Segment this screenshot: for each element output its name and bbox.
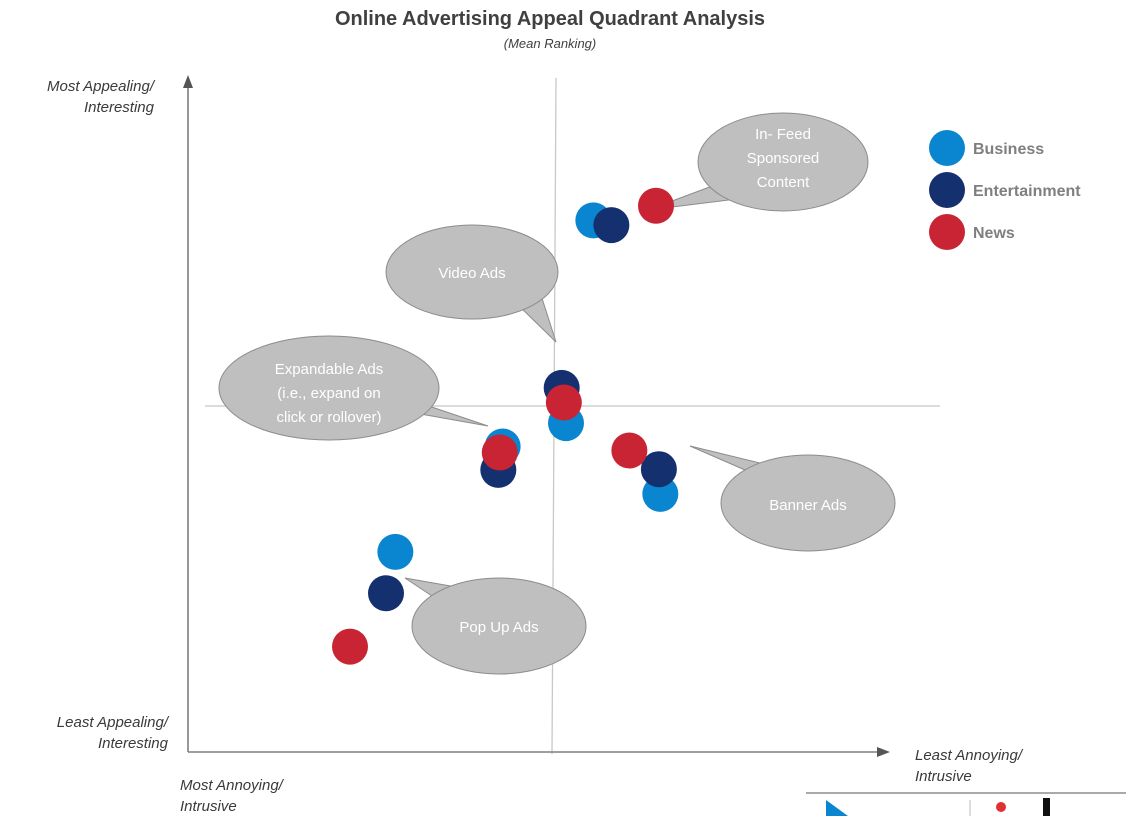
callout-fill <box>722 456 894 550</box>
callout-bubble: Banner Ads <box>689 445 896 552</box>
y-axis-arrow <box>183 75 193 88</box>
point-news <box>611 432 648 469</box>
callout-bubble: Video Ads <box>385 224 559 343</box>
point-entertainment <box>593 207 630 244</box>
callout-bubble: Pop Up Ads <box>404 577 587 675</box>
logo-triangle-icon <box>826 800 848 816</box>
legend: Business Entertainment News <box>929 130 1081 250</box>
x-axis-left-label: Most Annoying/Intrusive <box>180 777 285 815</box>
point-news <box>332 628 368 665</box>
callout-label: Expandable Ads (i.e., expand on click or r… <box>275 361 383 426</box>
x-axis-arrow <box>877 747 890 757</box>
point-business <box>377 533 414 570</box>
callout-label: Video Ads <box>438 265 505 282</box>
callout-bubble: In- Feed Sponsored Content <box>647 112 869 212</box>
legend-label-entertainment: Entertainment <box>973 183 1081 200</box>
callout-fill <box>387 226 557 318</box>
callout-fill <box>413 579 585 673</box>
callout-label: In- Feed Sponsored Content <box>747 126 820 191</box>
legend-label-business: Business <box>973 141 1044 158</box>
legend-marker-business <box>929 130 965 166</box>
callout-bubble: Expandable Ads (i.e., expand on click or r… <box>218 335 489 441</box>
callout-fill <box>220 337 438 439</box>
logo-dot-icon <box>996 802 1006 812</box>
point-entertainment <box>640 451 677 488</box>
point-news <box>638 187 674 224</box>
y-axis-top-label: Most Appealing/Interesting <box>47 78 156 116</box>
callouts: In- Feed Sponsored Content Video Ads Expanda… <box>218 112 896 675</box>
point-news <box>481 434 518 471</box>
axes <box>183 75 890 757</box>
logo-bar-icon <box>1043 798 1050 816</box>
callout-fill <box>699 114 867 210</box>
callout-label: Pop Up Ads <box>459 619 538 636</box>
chart-title: Online Advertising Appeal Quadrant Analy… <box>334 8 766 30</box>
data-points <box>332 187 679 665</box>
callout-label: Banner Ads <box>769 497 847 514</box>
x-axis-right-label: Least Annoying/Intrusive <box>915 747 1024 785</box>
point-entertainment <box>368 575 404 612</box>
chart-subtitle: (Mean Ranking) <box>503 36 597 51</box>
y-axis-bottom-label: Least Appealing/Interesting <box>57 714 170 752</box>
axis-labels: Most Appealing/Interesting Least Appealin… <box>47 78 1024 815</box>
legend-label-news: News <box>973 225 1015 242</box>
legend-marker-entertainment <box>929 172 965 208</box>
point-news <box>545 384 582 421</box>
legend-marker-news <box>929 214 965 250</box>
footer-logos <box>806 792 1126 816</box>
